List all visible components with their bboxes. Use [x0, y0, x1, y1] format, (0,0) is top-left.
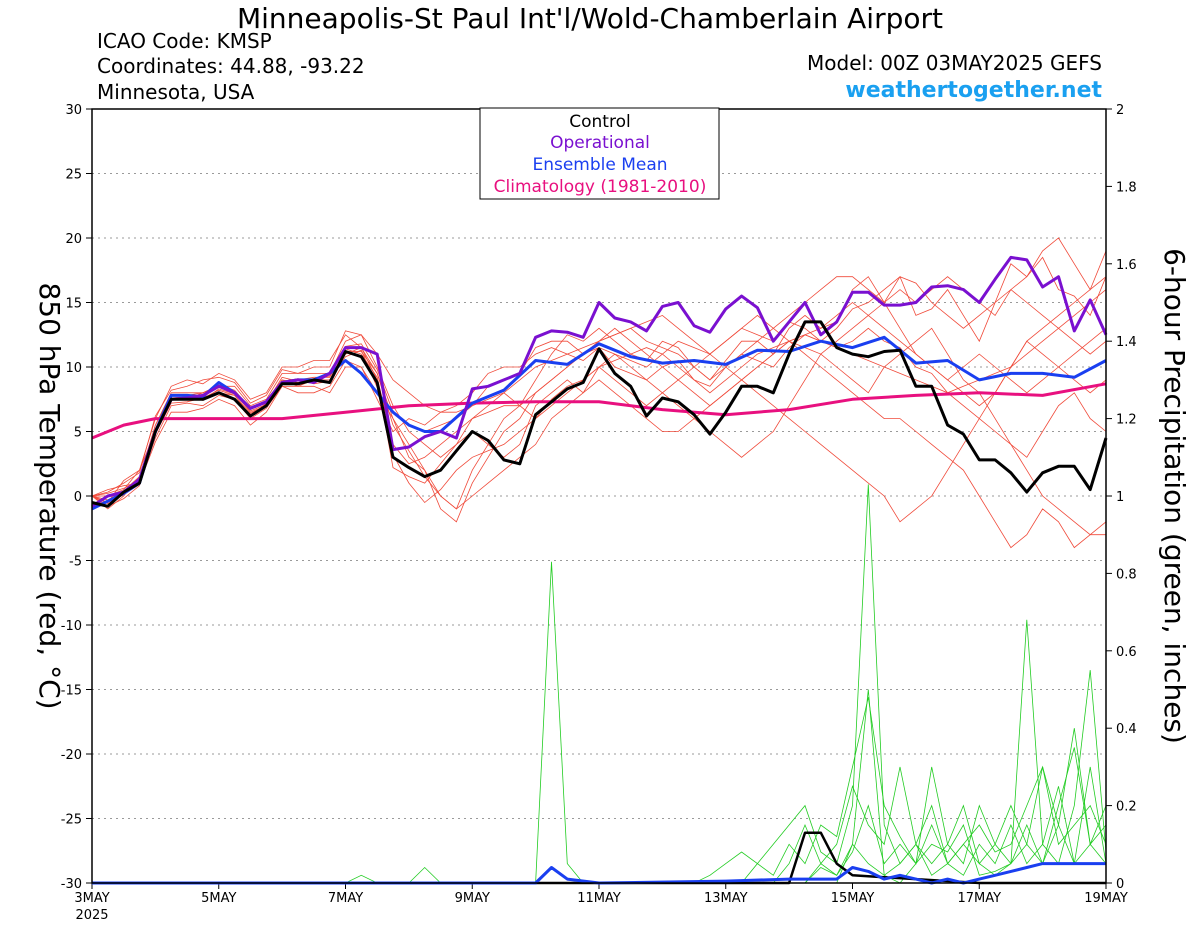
- x-tick-label: 15MAY: [831, 891, 875, 906]
- x-tick-label: 5MAY: [201, 891, 236, 906]
- x-year-label: 2025: [75, 908, 108, 923]
- y-tick-label-left: -10: [61, 619, 82, 634]
- icao-label: ICAO Code: KMSP: [97, 29, 272, 53]
- y-tick-label-right: 1.8: [1116, 180, 1137, 195]
- y-axis-ticks-right: 2 1.8 1.6 1.4 1.2 1 0.8 0.6 0.4 0.2 0: [1106, 103, 1137, 892]
- y-tick-label-left: 10: [65, 361, 82, 376]
- y-axis-label-left: 850 hPa Temperature (red, °C): [33, 282, 66, 709]
- x-axis-ticks: 3MAY 5MAY 7MAY 9MAY 11MAY 13MAY 15MAY 17MAY 19MA…: [74, 883, 1128, 906]
- x-tick-label: 7MAY: [328, 891, 363, 906]
- climatology-line: [91, 382, 1107, 440]
- y-tick-label-left: -20: [61, 748, 82, 763]
- main-series-lines: [91, 255, 1108, 885]
- x-tick-label: 13MAY: [704, 891, 748, 906]
- model-label: Model: 00Z 03MAY2025 GEFS: [807, 51, 1102, 75]
- y-tick-label-right: 0.8: [1116, 567, 1137, 582]
- y-tick-label-right: 1.2: [1116, 413, 1137, 428]
- region-label: Minnesota, USA: [97, 80, 255, 104]
- y-tick-label-left: 25: [65, 168, 82, 183]
- temp-member-line: [91, 256, 1107, 503]
- temp-member-line: [91, 289, 1107, 505]
- coordinates-label: Coordinates: 44.88, -93.22: [97, 54, 365, 78]
- y-tick-label-right: 1.4: [1116, 335, 1137, 350]
- y-axis-label-right: 6-hour Precipitation (green, inches): [1158, 248, 1191, 744]
- y-tick-label-left: -25: [61, 813, 82, 828]
- legend-operational: Operational: [550, 133, 650, 153]
- y-tick-label-right: 0.2: [1116, 800, 1137, 815]
- legend-climatology: Climatology (1981-2010): [494, 177, 707, 197]
- y-tick-label-left: -15: [61, 684, 82, 699]
- legend: Control Operational Ensemble Mean Climat…: [479, 107, 720, 200]
- x-tick-label: 19MAY: [1084, 891, 1128, 906]
- y-tick-label-left: 30: [65, 103, 82, 118]
- legend-box: [479, 107, 720, 200]
- y-tick-label-right: 1.6: [1116, 258, 1137, 273]
- control-line: [91, 320, 1108, 508]
- y-tick-label-left: 0: [74, 490, 82, 505]
- y-tick-label-left: 15: [65, 297, 82, 312]
- x-tick-label: 9MAY: [455, 891, 490, 906]
- y-tick-label-right: 1: [1116, 490, 1124, 505]
- y-tick-label-left: -5: [69, 555, 82, 570]
- x-tick-label: 17MAY: [957, 891, 1001, 906]
- y-tick-label-right: 2: [1116, 103, 1124, 118]
- legend-ensemble-mean: Ensemble Mean: [532, 155, 667, 175]
- site-link[interactable]: weathertogether.net: [845, 78, 1102, 103]
- x-tick-label: 3MAY: [74, 891, 109, 906]
- y-tick-label-right: 0: [1116, 877, 1124, 892]
- operational-line: [91, 255, 1108, 508]
- y-tick-label-left: -30: [61, 877, 82, 892]
- legend-control: Control: [569, 112, 630, 132]
- gridlines: [92, 173, 1106, 819]
- temp-member-line: [91, 340, 1107, 549]
- y-tick-label-right: 0.4: [1116, 722, 1137, 737]
- mean-precip-line: [92, 862, 1106, 885]
- chart-title: Minneapolis-St Paul Int'l/Wold-Chamberla…: [237, 2, 943, 35]
- x-tick-label: 11MAY: [577, 891, 621, 906]
- y-tick-label-right: 0.6: [1116, 645, 1137, 660]
- y-axis-ticks-left: 30 25 20 15 10 5 0 -5 -10 -15 -20 -25 -30: [61, 103, 92, 892]
- y-tick-label-left: 20: [65, 232, 82, 247]
- y-tick-label-left: 5: [74, 426, 82, 441]
